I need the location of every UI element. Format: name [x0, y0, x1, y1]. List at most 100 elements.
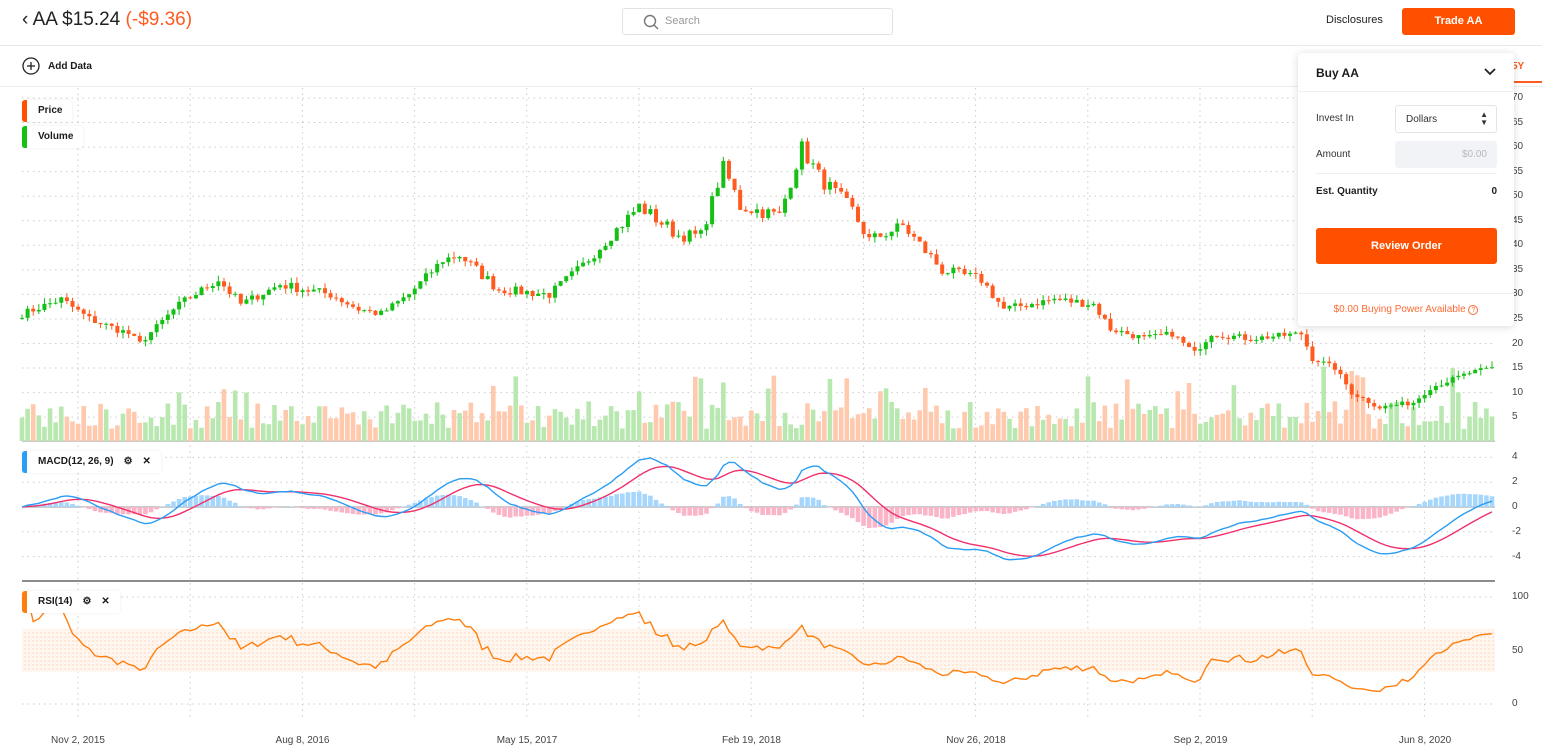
macd-histogram-bar: [822, 505, 827, 507]
macd-histogram-bar: [418, 500, 423, 507]
macd-histogram-bar: [87, 507, 92, 510]
volume-bar: [1119, 419, 1124, 441]
candle-down: [996, 297, 1001, 302]
close-icon[interactable]: ✕: [142, 456, 151, 467]
volume-bar: [1125, 379, 1130, 441]
macd-histogram-bar: [614, 494, 620, 507]
volume-bar: [659, 417, 664, 441]
volume-bar: [92, 425, 98, 441]
invest-in-select[interactable]: Dollars ▲ ▼: [1395, 105, 1497, 133]
volume-bar: [591, 426, 597, 441]
search-input[interactable]: Search: [622, 8, 893, 35]
candle-down: [519, 286, 524, 295]
volume-bar: [676, 402, 681, 441]
candle-up: [1119, 330, 1124, 333]
macd-histogram-bar: [1012, 507, 1018, 512]
macd-histogram-bar: [535, 507, 541, 515]
volume-bar: [412, 420, 418, 441]
candle-up: [182, 297, 187, 302]
candle-down: [1327, 361, 1332, 364]
macd-histogram-bar: [1355, 507, 1360, 520]
volume-bar: [19, 417, 25, 441]
volume-bar: [872, 418, 878, 441]
volume-bar: [98, 403, 103, 441]
macd-histogram-bar: [923, 507, 928, 516]
macd-histogram-bar: [900, 507, 906, 517]
add-data-button[interactable]: Add Data: [22, 57, 92, 75]
macd-histogram-bar: [1298, 502, 1304, 507]
buy-panel-title: Buy AA: [1316, 66, 1359, 80]
macd-histogram-bar: [1035, 506, 1040, 507]
price-axis-label: 10: [1512, 386, 1524, 398]
chevron-down-icon[interactable]: [1484, 68, 1496, 76]
macd-histogram-bar: [1119, 507, 1124, 510]
candle-up: [766, 209, 771, 218]
macd-histogram-bar: [474, 502, 479, 507]
volume-bar: [395, 412, 401, 441]
candle-down: [76, 306, 81, 310]
volume-bar: [47, 408, 53, 441]
macd-histogram-bar: [928, 507, 934, 516]
volume-bar: [917, 410, 923, 441]
candle-up: [586, 261, 591, 263]
macd-histogram-bar: [1371, 507, 1377, 519]
macd-histogram-bar: [457, 496, 462, 507]
review-order-button[interactable]: Review Order: [1316, 228, 1497, 264]
candle-down: [1304, 334, 1309, 347]
volume-bar: [227, 416, 232, 441]
volume-bar: [367, 419, 373, 441]
legend-volume[interactable]: Volume: [22, 126, 84, 148]
candle-up: [945, 273, 950, 275]
macd-histogram-bar: [92, 507, 98, 512]
macd-histogram-bar: [1456, 493, 1461, 507]
x-axis-label: Jun 8, 2020: [1398, 735, 1452, 746]
macd-histogram-bar: [462, 498, 468, 507]
macd-histogram-bar: [995, 507, 1001, 514]
macd-histogram-bar: [1052, 500, 1057, 507]
candle-down: [1344, 374, 1349, 385]
range-tab-5y[interactable]: 5Y: [1512, 61, 1542, 83]
volume-bar: [1141, 414, 1147, 441]
legend-rsi: RSI(14) ⚙ ✕: [22, 591, 120, 613]
candle-down: [822, 169, 827, 190]
volume-bar: [530, 420, 535, 441]
macd-histogram-bar: [575, 501, 580, 507]
amount-input[interactable]: $0.00: [1395, 141, 1497, 168]
candle-up: [1237, 334, 1242, 336]
candle-up: [799, 141, 804, 170]
volume-bar: [704, 428, 709, 441]
candle-up: [783, 198, 788, 213]
macd-histogram-bar: [260, 507, 266, 510]
buying-power[interactable]: $0.00 Buying Power Available ?: [1298, 293, 1514, 315]
macd-histogram-bar: [1383, 507, 1388, 516]
volume-bar: [36, 415, 42, 441]
price-axis-label: 40: [1512, 239, 1524, 251]
macd-histogram-bar: [232, 502, 238, 507]
close-icon[interactable]: ✕: [101, 596, 110, 607]
macd-histogram-bar: [692, 507, 698, 516]
macd-histogram-bar: [490, 507, 496, 513]
macd-histogram-bar: [210, 495, 216, 507]
candle-down: [1035, 304, 1040, 306]
macd-histogram-bar: [1057, 500, 1063, 507]
macd-histogram-bar: [502, 507, 507, 517]
volume-bar: [670, 401, 676, 441]
candle-down: [900, 223, 905, 225]
candle-up: [872, 233, 877, 238]
price-axis-label: 55: [1512, 165, 1524, 177]
buy-panel-header[interactable]: Buy AA: [1298, 53, 1514, 92]
candle-down: [654, 209, 659, 223]
macd-histogram-bar: [754, 507, 760, 513]
volume-bar: [906, 412, 911, 441]
candle-down: [126, 330, 131, 334]
volume-bar: [87, 425, 92, 441]
macd-histogram-bar: [765, 507, 771, 515]
legend-price[interactable]: Price: [22, 100, 73, 122]
disclosures-link[interactable]: Disclosures: [1326, 14, 1383, 26]
volume-bar: [1265, 403, 1270, 441]
gear-icon[interactable]: ⚙: [82, 596, 92, 607]
back-button[interactable]: ‹: [22, 9, 28, 30]
trade-button[interactable]: Trade AA: [1402, 8, 1515, 35]
gear-icon[interactable]: ⚙: [123, 456, 133, 467]
